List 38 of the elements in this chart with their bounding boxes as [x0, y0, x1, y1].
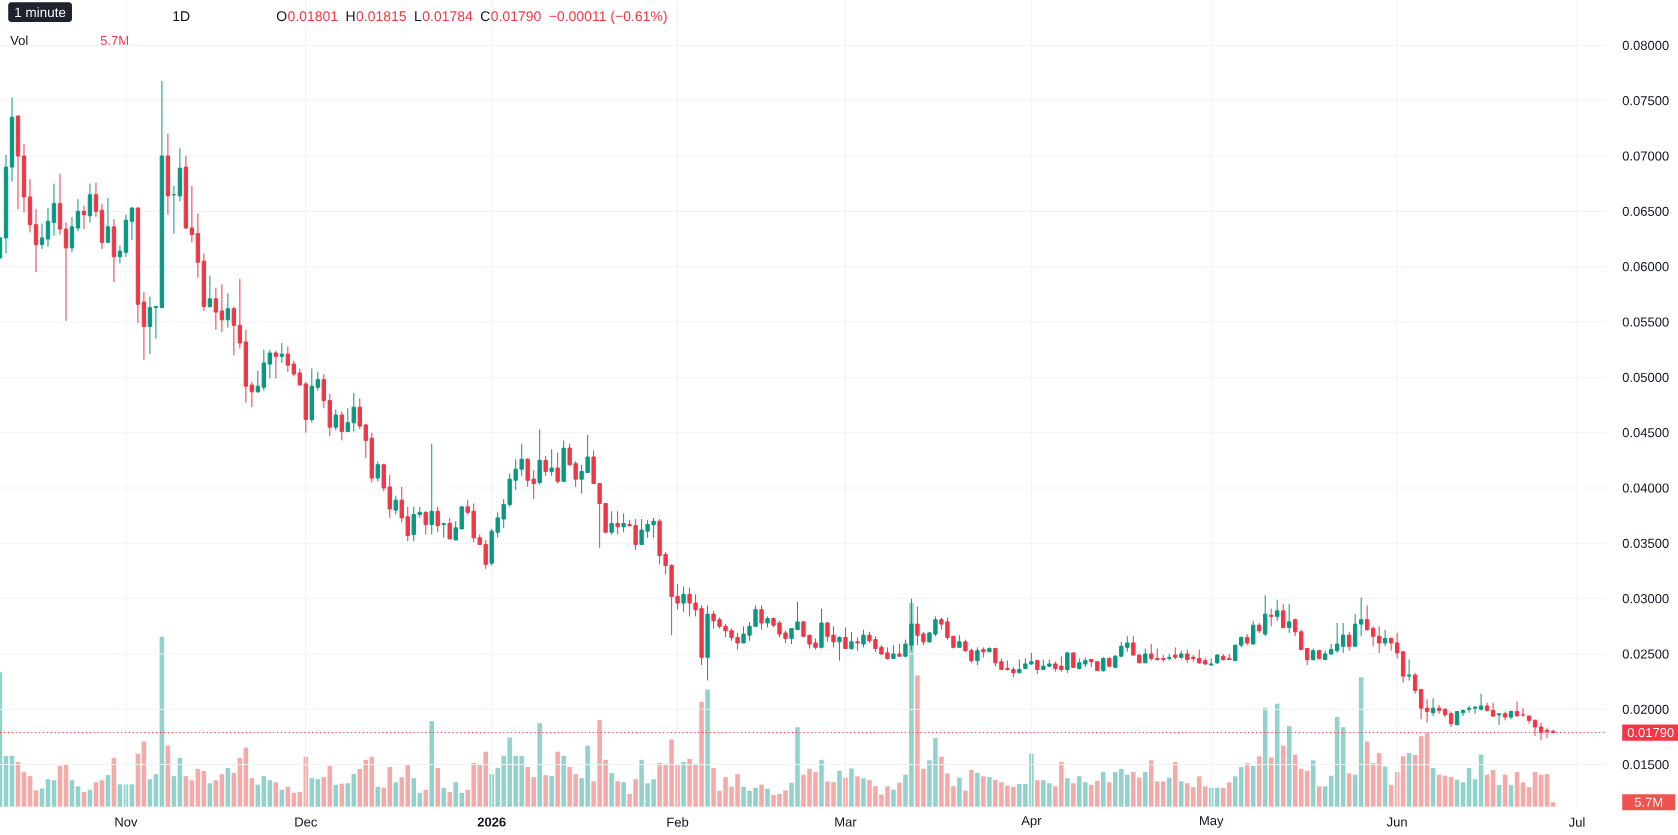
y-tick-label: 0.06000: [1622, 262, 1669, 272]
text: 1D: [173, 11, 190, 21]
y-tick-label: 0.04500: [1622, 428, 1669, 438]
y-tick-label: 0.07500: [1622, 96, 1669, 106]
y-tick-label: 0.04000: [1622, 483, 1669, 493]
text: 5.7M: [1634, 797, 1663, 807]
x-tick-label: Jul: [1568, 817, 1585, 827]
y-tick-label: 0.02500: [1622, 649, 1669, 659]
y-tick-label: 0.03500: [1622, 538, 1669, 548]
x-tick-label: 2026: [477, 817, 506, 827]
y-tick-label: 0.05000: [1622, 372, 1669, 382]
annotation: H: [346, 11, 355, 21]
y-tick-label: 0.02000: [1622, 704, 1669, 714]
annotation: 0.01784: [422, 11, 473, 22]
annotation: L: [415, 11, 422, 21]
y-tick-label: 0.07000: [1622, 151, 1669, 161]
annotation: O: [276, 11, 287, 22]
x-tick-label: May: [1200, 816, 1224, 828]
y-tick-label: 0.08000: [1622, 40, 1669, 50]
annotation: 0.01815: [356, 11, 407, 22]
x-tick-label: Mar: [835, 817, 857, 827]
chart-title: Vol: [10, 35, 28, 46]
y-tick-label: 0.03000: [1622, 594, 1669, 604]
annotation: −0.00011 (−0.61%): [549, 10, 667, 24]
y-tick-label: 0.06500: [1622, 206, 1669, 216]
annotation: C: [480, 11, 490, 22]
x-tick-label: Jun: [1386, 817, 1407, 827]
x-tick-label: Nov: [115, 817, 138, 827]
y-tick-label: 0.01500: [1622, 760, 1669, 770]
annotation: 0.01790: [491, 11, 541, 22]
annotation: 5.7M: [100, 36, 129, 46]
annotation: 1 minute: [15, 7, 66, 18]
x-tick-label: Dec: [295, 817, 318, 827]
y-tick-label: 0.05500: [1622, 317, 1669, 327]
x-tick-label: Apr: [1021, 816, 1042, 828]
annotation: 0.01801: [288, 11, 338, 22]
ref-line-label: 0.01790: [1627, 727, 1674, 738]
x-tick-label: Feb: [667, 817, 689, 827]
